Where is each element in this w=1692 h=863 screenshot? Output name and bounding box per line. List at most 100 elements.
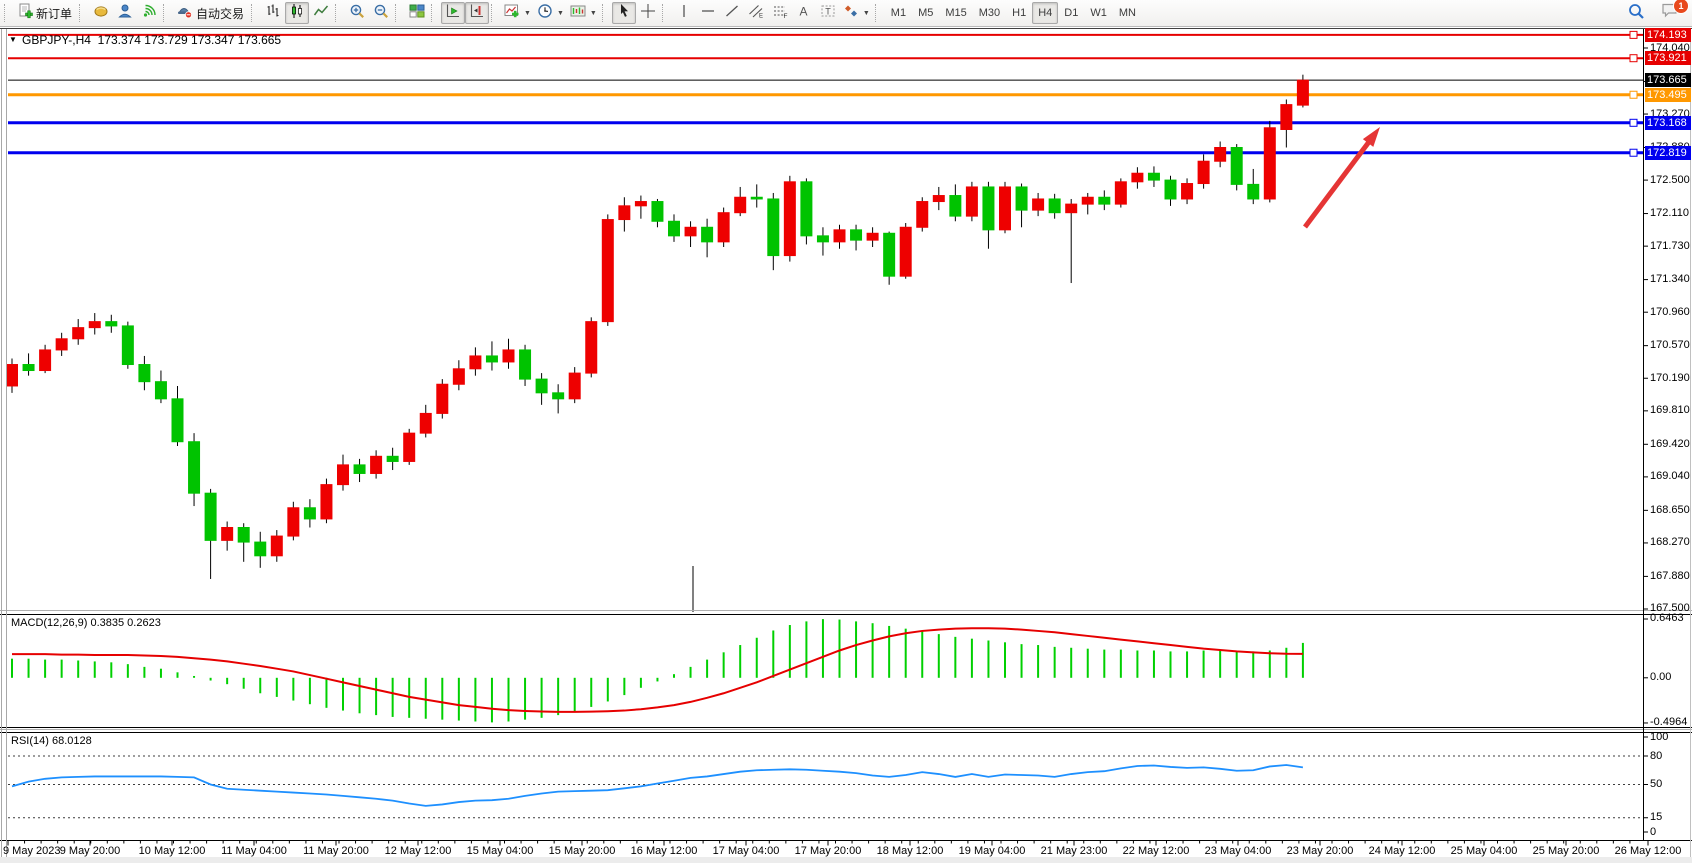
periods-button[interactable]: ▼ <box>534 2 567 24</box>
bull-candle <box>833 229 846 243</box>
price-badge: 173.495 <box>1645 87 1691 102</box>
line-endpoint-marker[interactable] <box>1629 148 1638 157</box>
crosshair-button[interactable] <box>636 2 660 24</box>
bear-candle <box>883 232 896 277</box>
timeframe-w1[interactable]: W1 <box>1090 7 1107 19</box>
equidistant-channel-icon: E <box>748 3 764 24</box>
date-label: 10 May 12:00 <box>138 845 206 857</box>
line-endpoint-marker[interactable] <box>1629 90 1638 99</box>
templates-button[interactable]: ▼ <box>567 2 600 24</box>
bear-candle <box>154 381 167 400</box>
bull-candle <box>568 372 581 400</box>
community-button[interactable] <box>113 2 137 24</box>
text-button[interactable]: A <box>792 2 816 24</box>
bull-candle <box>55 338 68 351</box>
timeframe-d1[interactable]: D1 <box>1064 7 1079 19</box>
trend-arrow-head[interactable] <box>1362 127 1380 147</box>
rsi-axis-label: 0 <box>1650 825 1657 838</box>
rsi-label: RSI(14) 68.0128 <box>11 735 92 747</box>
price-tick-label: 174.040 <box>1650 41 1690 54</box>
toolbar-grip <box>395 4 401 22</box>
indicators-button[interactable]: ▼ <box>501 2 534 24</box>
timeframe-m15[interactable]: M15 <box>945 7 967 19</box>
cursor-button[interactable] <box>611 2 636 24</box>
line-chart-button[interactable] <box>309 2 333 24</box>
bull-candle <box>1065 203 1078 214</box>
bear-candle <box>519 349 532 380</box>
bull-candle <box>1214 147 1227 162</box>
signals-button[interactable] <box>137 2 161 24</box>
bear-candle <box>171 398 184 443</box>
bull-candle <box>287 507 300 537</box>
vertical-line-button[interactable] <box>672 2 696 24</box>
date-label: 9 May 20:00 <box>59 845 121 857</box>
autotrading-button[interactable]: 自动交易 <box>173 2 249 24</box>
chart-shift-button[interactable] <box>465 2 490 24</box>
text-label-button[interactable]: T <box>816 2 840 24</box>
symbol-dropdown-icon[interactable]: ▼ <box>9 35 17 44</box>
line-endpoint-marker[interactable] <box>1629 54 1638 63</box>
bull-candle <box>1296 79 1309 106</box>
toolbar-grip <box>163 4 169 22</box>
bear-candle <box>254 541 267 557</box>
bear-candle <box>105 321 118 327</box>
fibonacci-button[interactable]: F <box>768 2 792 24</box>
horizontal-line-button[interactable] <box>696 2 720 24</box>
trendline-button[interactable] <box>720 2 744 24</box>
bear-candle <box>701 226 714 243</box>
macd-axis-label: -0.4964 <box>1650 716 1688 729</box>
timeframe-m5[interactable]: M5 <box>918 7 934 19</box>
bar-chart-button[interactable] <box>261 2 285 24</box>
window-bottom-edge <box>0 857 1692 863</box>
timeframe-h1[interactable]: H1 <box>1012 7 1027 19</box>
zoom-in-icon <box>349 3 365 24</box>
zoom-out-button[interactable] <box>369 2 393 24</box>
bull-candle <box>585 321 598 374</box>
date-label: 22 May 12:00 <box>1122 845 1190 857</box>
bear-candle <box>750 196 763 200</box>
price-tick-label: 170.570 <box>1650 339 1690 352</box>
timeframe-m1[interactable]: M1 <box>890 7 907 19</box>
bear-candle <box>552 392 565 400</box>
cursor-arrow-icon <box>616 3 632 24</box>
search-icon <box>1627 2 1645 25</box>
bull-candle <box>618 205 631 221</box>
date-label: 19 May 04:00 <box>958 845 1026 857</box>
line-endpoint-marker[interactable] <box>1629 30 1638 39</box>
channel-button[interactable]: E <box>744 2 768 24</box>
zoom-in-button[interactable] <box>345 2 369 24</box>
bull-candle <box>270 535 283 557</box>
date-label: 25 May 04:00 <box>1450 845 1518 857</box>
price-tick-label: 170.190 <box>1650 371 1690 384</box>
timeframe-h4[interactable]: H4 <box>1032 2 1059 24</box>
notifications-button[interactable]: 1 <box>1658 0 1689 24</box>
auto-scroll-button[interactable] <box>441 2 466 24</box>
date-label: 17 May 20:00 <box>794 845 862 857</box>
market-button[interactable] <box>89 2 113 24</box>
vertical-line-icon <box>676 3 692 24</box>
bull-candle <box>370 455 383 474</box>
price-badge: 173.665 <box>1645 73 1691 88</box>
bull-candle <box>320 484 333 520</box>
chevron-down-icon: ▼ <box>862 9 870 17</box>
bear-candle <box>535 378 548 394</box>
search-button[interactable] <box>1624 2 1648 24</box>
bear-candle <box>982 186 995 231</box>
shapes-button[interactable]: ▼ <box>840 2 873 24</box>
trend-arrow[interactable] <box>1303 138 1373 229</box>
new-order-button[interactable]: 新订单 <box>14 2 77 24</box>
indicators-icon <box>504 3 520 24</box>
date-label: 23 May 20:00 <box>1286 845 1354 857</box>
timeframe-m30[interactable]: M30 <box>978 7 1001 19</box>
tile-windows-button[interactable] <box>405 2 429 24</box>
line-endpoint-marker[interactable] <box>1629 118 1638 127</box>
timeframe-mn[interactable]: MN <box>1118 7 1136 19</box>
market-icon <box>93 3 109 24</box>
date-label: 17 May 04:00 <box>712 845 780 857</box>
bear-candle <box>1230 147 1243 185</box>
toolbar-grip <box>874 4 881 22</box>
rsi-axis-label: 15 <box>1650 811 1663 824</box>
candlestick-button[interactable] <box>285 2 310 24</box>
price-tick-label: 168.270 <box>1650 536 1690 549</box>
